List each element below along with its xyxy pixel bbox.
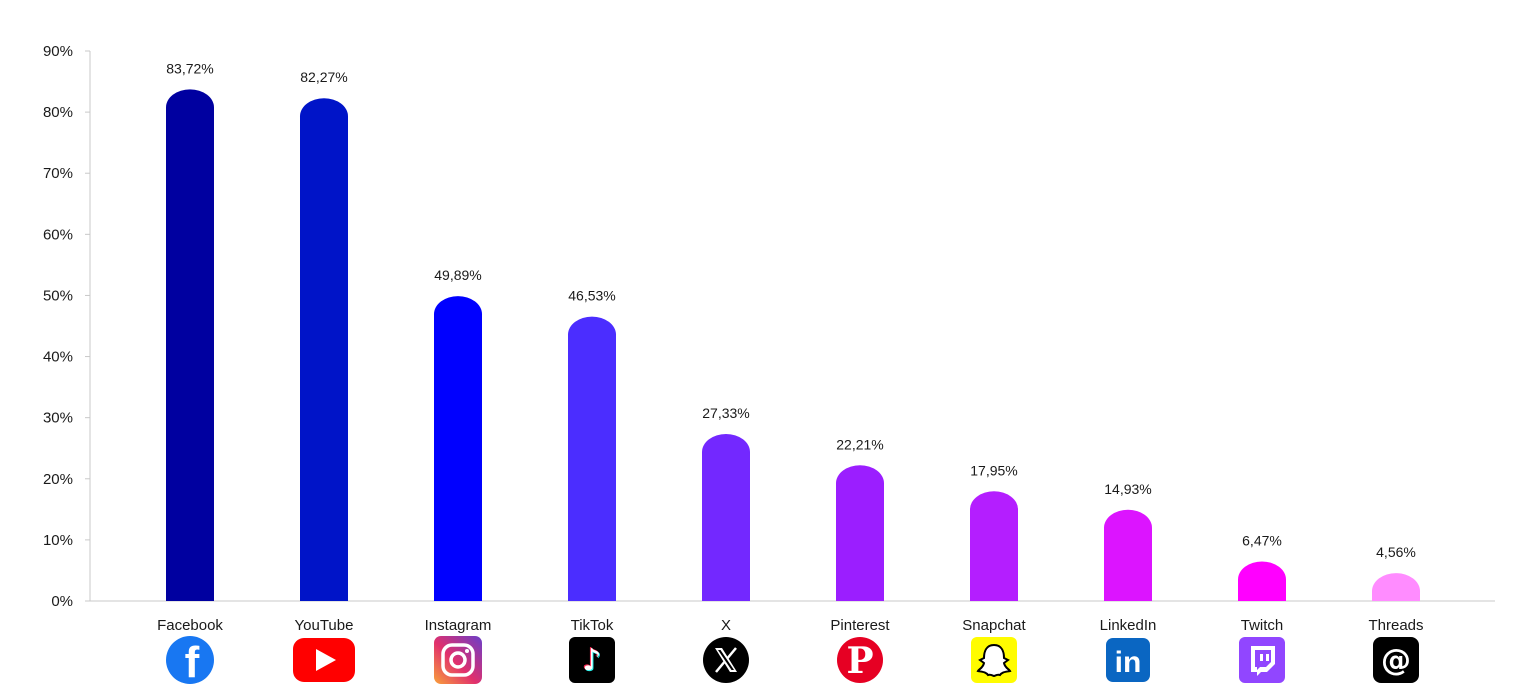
value-label: 46,53% bbox=[568, 288, 615, 304]
twitch-icon bbox=[1239, 637, 1285, 683]
snapchat-icon bbox=[971, 637, 1017, 683]
category-label: X bbox=[721, 617, 731, 634]
bar-linkedin bbox=[1104, 509, 1152, 601]
value-label: 4,56% bbox=[1376, 544, 1416, 560]
value-label: 49,89% bbox=[434, 267, 481, 283]
svg-text:f: f bbox=[185, 638, 200, 686]
category-label: Twitch bbox=[1241, 617, 1284, 634]
category-label: YouTube bbox=[295, 617, 354, 634]
category-label: Instagram bbox=[425, 617, 492, 634]
category-label: Pinterest bbox=[830, 617, 890, 634]
bar-facebook bbox=[166, 89, 214, 601]
bar-pinterest bbox=[836, 465, 885, 601]
svg-text:♪: ♪ bbox=[583, 644, 602, 679]
y-axis: 0% 10% 20% 30% 40% 50% 60% 70% 80% 90% bbox=[43, 43, 91, 610]
category-label: Threads bbox=[1368, 617, 1423, 634]
category-labels: Facebook YouTube Instagram TikTok X Pinterest… bbox=[157, 617, 1423, 634]
x-icon bbox=[703, 637, 749, 683]
y-tick-label: 50% bbox=[43, 287, 73, 304]
category-label: TikTok bbox=[571, 617, 614, 634]
tiktok-icon: ♪♪♪ bbox=[569, 637, 615, 683]
y-tick-label: 70% bbox=[43, 165, 73, 182]
bar-youtube bbox=[300, 98, 348, 602]
y-tick-label: 40% bbox=[43, 349, 73, 366]
pinterest-icon: P bbox=[837, 637, 883, 683]
value-label: 22,21% bbox=[836, 436, 883, 452]
youtube-icon bbox=[293, 638, 355, 682]
svg-text:in: in bbox=[1115, 646, 1142, 679]
y-tick-label: 80% bbox=[43, 104, 73, 121]
svg-text:♪: ♪ bbox=[581, 642, 600, 677]
category-label: LinkedIn bbox=[1100, 617, 1157, 634]
threads-icon: @ bbox=[1373, 637, 1419, 683]
svg-text:♪: ♪ bbox=[582, 643, 601, 678]
bar-x bbox=[702, 433, 750, 601]
bar-twitch bbox=[1238, 561, 1286, 601]
value-label: 27,33% bbox=[702, 405, 749, 421]
value-label: 83,72% bbox=[166, 60, 213, 76]
value-label: 82,27% bbox=[300, 69, 347, 85]
category-label: Facebook bbox=[157, 617, 223, 634]
value-label: 17,95% bbox=[970, 462, 1017, 478]
value-label: 6,47% bbox=[1242, 532, 1282, 548]
y-tick-label: 0% bbox=[51, 593, 73, 610]
svg-text:@: @ bbox=[1381, 643, 1411, 678]
instagram-icon bbox=[434, 636, 482, 684]
value-label: 14,93% bbox=[1104, 481, 1151, 497]
bar-tiktok bbox=[568, 316, 616, 601]
bar-instagram bbox=[434, 296, 482, 601]
value-labels: 83,72% 82,27% 49,89% 46,53% 27,33% 22,21% 17,9… bbox=[166, 60, 1416, 560]
y-tick-label: 90% bbox=[43, 43, 73, 60]
svg-text:P: P bbox=[846, 640, 873, 682]
bar-snapchat bbox=[970, 491, 1018, 601]
bar-threads bbox=[1372, 573, 1420, 601]
linkedin-icon: in bbox=[1106, 638, 1150, 682]
y-tick-label: 10% bbox=[43, 532, 73, 549]
y-tick-label: 20% bbox=[43, 471, 73, 488]
y-tick-label: 30% bbox=[43, 410, 73, 427]
facebook-icon: f bbox=[166, 636, 214, 686]
category-label: Snapchat bbox=[962, 617, 1026, 634]
y-tick-label: 60% bbox=[43, 226, 73, 243]
bars bbox=[166, 89, 1420, 602]
